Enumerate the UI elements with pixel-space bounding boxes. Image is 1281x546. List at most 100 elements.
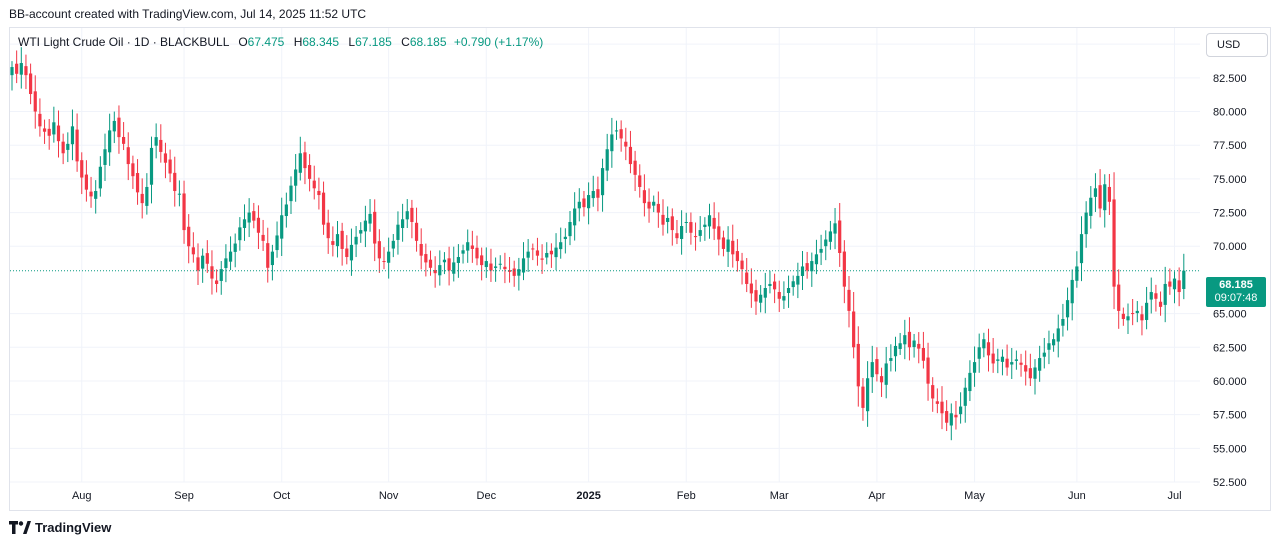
candle — [531, 243, 535, 261]
time-tick-label: Mar — [770, 490, 789, 502]
candle — [247, 198, 251, 238]
candle — [438, 250, 442, 286]
candle — [1158, 291, 1163, 316]
candle — [1075, 251, 1079, 288]
candle — [670, 208, 674, 246]
candle — [968, 360, 972, 402]
candle — [368, 199, 372, 232]
candle — [284, 192, 288, 228]
candle — [112, 111, 116, 144]
candle — [1098, 169, 1102, 218]
candle — [698, 216, 702, 242]
candle — [238, 217, 242, 251]
candle — [1033, 359, 1037, 395]
candle — [15, 50, 19, 84]
candle — [433, 256, 437, 288]
open-value: 67.475 — [247, 35, 285, 49]
high-label: H — [293, 35, 303, 49]
candle — [633, 150, 637, 192]
time-tick-label: Jul — [1167, 490, 1181, 502]
candle — [1056, 314, 1060, 358]
candle — [1065, 287, 1070, 331]
candle — [70, 109, 75, 161]
candle — [61, 133, 65, 165]
candle — [19, 47, 23, 89]
candle — [377, 229, 381, 273]
candle — [1014, 350, 1018, 370]
candle — [196, 243, 200, 285]
time-tick-label: Feb — [677, 490, 696, 502]
candle — [270, 244, 274, 281]
price-tick-label: 62.500 — [1213, 342, 1247, 354]
candle — [786, 275, 791, 308]
candle — [317, 177, 321, 210]
candle — [1052, 333, 1056, 352]
high-value: 68.345 — [302, 35, 340, 49]
change-value: +0.790 (+1.17%) — [453, 35, 544, 49]
candle — [861, 378, 865, 421]
candle — [224, 244, 228, 283]
candle — [261, 219, 265, 251]
candle — [414, 207, 419, 252]
candle — [559, 227, 563, 259]
candle — [1126, 303, 1130, 335]
candle — [884, 346, 888, 399]
candle — [475, 235, 479, 266]
candle — [294, 154, 298, 202]
candle — [717, 212, 721, 256]
tradingview-logo[interactable]: TradingView — [9, 520, 111, 535]
time-axis: Aug Sep Oct Nov Dec 2025 Feb Mar Apr May Jun Jul — [72, 490, 1182, 502]
candle — [773, 273, 777, 304]
candle — [503, 252, 507, 284]
candle — [856, 326, 860, 407]
candle — [735, 239, 739, 272]
candle — [363, 205, 367, 248]
candle — [354, 225, 358, 258]
currency-selector[interactable]: USD — [1206, 33, 1268, 57]
candle — [447, 246, 451, 286]
candle — [782, 281, 786, 309]
candle — [154, 123, 158, 159]
symbol-title: WTI Light Crude Oil · 1D · BLACKBULL — [18, 35, 229, 49]
candle — [814, 239, 819, 275]
candle — [1089, 186, 1093, 229]
candle — [205, 240, 209, 273]
candle — [442, 252, 447, 275]
candle — [163, 142, 168, 179]
candle — [805, 251, 809, 279]
candle — [1024, 350, 1028, 386]
candle — [907, 317, 912, 361]
candle — [921, 331, 925, 369]
candle — [298, 136, 302, 181]
candle — [638, 164, 642, 198]
candle — [117, 105, 121, 154]
candle — [521, 242, 526, 281]
candle — [456, 244, 460, 278]
candle — [526, 239, 530, 272]
candle — [401, 203, 405, 242]
candle — [461, 244, 465, 264]
candle — [893, 336, 898, 372]
candle — [726, 226, 730, 267]
candle — [410, 199, 414, 239]
candle — [252, 202, 256, 229]
candle — [242, 204, 247, 241]
candle — [345, 235, 349, 265]
price-tick-label: 75.000 — [1213, 174, 1247, 186]
candle — [507, 257, 512, 283]
candle — [1028, 353, 1032, 387]
candle — [173, 156, 177, 207]
candle — [870, 345, 874, 393]
candle — [359, 222, 363, 243]
candle — [745, 258, 749, 293]
candle — [517, 257, 521, 291]
candle — [549, 243, 553, 268]
candle — [233, 233, 237, 268]
candle — [131, 155, 135, 189]
candle — [312, 165, 316, 200]
candle — [535, 237, 540, 266]
candle — [703, 217, 707, 241]
price-tick-label: 80.000 — [1213, 107, 1247, 119]
candle — [75, 113, 79, 172]
